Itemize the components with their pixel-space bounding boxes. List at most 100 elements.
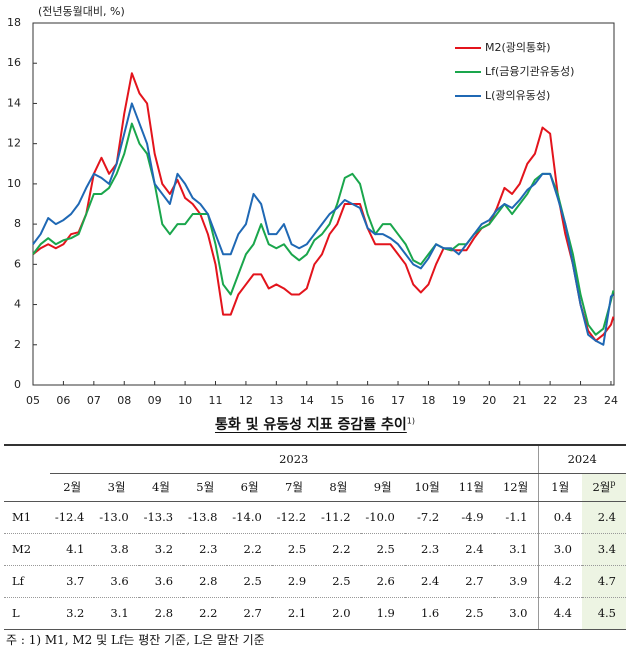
- month-header: 10월: [404, 473, 450, 502]
- table-value: 2.4: [404, 565, 450, 598]
- table-value: -13.0: [94, 501, 139, 534]
- table-value: 2.2: [227, 533, 272, 566]
- month-header: 1월: [537, 473, 582, 502]
- table-value: 3.0: [493, 597, 538, 630]
- table-title: 통화 및 유동성 지표 증감률 추이1): [0, 414, 630, 434]
- month-header: 4월: [138, 473, 184, 502]
- table-value: 4.7: [582, 565, 626, 598]
- table-row: M1 -12.4 -13.0 -13.3 -13.8 -14.0 -12.2 -11.2 -10…: [4, 501, 626, 534]
- row-label: M1: [4, 501, 50, 534]
- y-tick-label: 6: [14, 257, 21, 270]
- month-text: 12월: [502, 480, 529, 494]
- x-tick-label: 08: [117, 394, 131, 407]
- table-value: 1.9: [360, 597, 405, 630]
- x-tick-label: 16: [361, 394, 375, 407]
- x-tick-label: 21: [513, 394, 527, 407]
- legend-label: M2(광의통화): [485, 41, 551, 54]
- series-line: [32, 122, 615, 336]
- table-value: 0.4: [537, 501, 582, 534]
- table-value: -7.2: [404, 501, 450, 534]
- footnote: 주 : 1) M1, M2 및 Lf는 평잔 기준, L은 말잔 기준: [6, 633, 265, 647]
- table-value: 3.4: [582, 533, 626, 566]
- table-value: 2.4: [582, 501, 626, 534]
- table-value: 2.9: [271, 565, 317, 598]
- x-tick-label: 05: [26, 394, 40, 407]
- row-label: M2: [4, 533, 50, 566]
- month-header: 6월: [227, 473, 272, 502]
- x-tick-label: 07: [87, 394, 101, 407]
- table-value: -1.1: [493, 501, 538, 534]
- y-tick-label: 14: [7, 96, 21, 109]
- table-value: 2.8: [183, 565, 228, 598]
- month-header: 5월: [183, 473, 228, 502]
- month-text: 7월: [285, 480, 303, 494]
- prelim-mark: p: [610, 479, 616, 489]
- table-value: 4.4: [537, 597, 582, 630]
- table-value: 4.5: [582, 597, 626, 630]
- month-header: 8월: [316, 473, 361, 502]
- legend-label: Lf(금융기관유동성): [485, 65, 574, 78]
- x-tick-label: 10: [178, 394, 192, 407]
- table-value: 3.8: [94, 533, 139, 566]
- plot-frame: [32, 22, 615, 386]
- row-label: Lf: [4, 565, 50, 598]
- x-tick-label: 15: [330, 394, 344, 407]
- table-value: 1.6: [404, 597, 450, 630]
- month-text: 8월: [329, 480, 348, 494]
- series-line: [32, 102, 615, 346]
- y-tick-label: 8: [14, 217, 21, 230]
- corner-cell: [4, 444, 50, 502]
- y-tick-label: 18: [7, 16, 21, 29]
- table-value: 4.2: [537, 565, 582, 598]
- data-table: 2023 2024 2월 3월 4월 5월 6월 7월 8월 9월 10월 11월 12월 1월 2월p…: [4, 444, 626, 630]
- table-value: 2.4: [449, 533, 494, 566]
- row-label: L: [4, 597, 50, 630]
- y-unit: (전년동월대비, %): [38, 5, 125, 18]
- table-value: -4.9: [449, 501, 494, 534]
- table-value: -13.3: [138, 501, 184, 534]
- year-header: 2024: [537, 444, 626, 474]
- month-text: 9월: [373, 480, 392, 494]
- month-text: 1월: [551, 480, 570, 494]
- table-value: 3.0: [537, 533, 582, 566]
- month-text: 10월: [414, 480, 440, 494]
- month-header: 9월: [360, 473, 405, 502]
- table-value: 2.5: [360, 533, 405, 566]
- x-tick-label: 06: [56, 394, 70, 407]
- table-value: 3.9: [493, 565, 538, 598]
- table-value: -14.0: [227, 501, 272, 534]
- table-title-note: 1): [406, 416, 416, 426]
- year-row: 2023 2024: [4, 444, 626, 502]
- month-row: 2월 3월 4월 5월 6월 7월 8월 9월 10월 11월 12월 1월 2월p: [4, 473, 626, 502]
- table-row: M2 4.1 3.8 3.2 2.3 2.2 2.5 2.2 2.5 2.3 2.4 3.1 3.0 3.…: [4, 533, 626, 566]
- table-value: -10.0: [360, 501, 405, 534]
- month-text: 4월: [151, 480, 170, 494]
- month-text: 2월: [592, 480, 611, 494]
- x-tick-label: 18: [421, 394, 435, 407]
- month-header: 2월p: [582, 473, 626, 502]
- month-header: 12월: [493, 473, 538, 502]
- y-tick-label: 2: [14, 338, 21, 351]
- x-tick-label: 12: [239, 394, 253, 407]
- table-value: 3.1: [493, 533, 538, 566]
- table-value: 3.1: [94, 597, 139, 630]
- table-value: 2.7: [227, 597, 272, 630]
- x-tick-label: 24: [604, 394, 618, 407]
- table-value: 2.3: [183, 533, 228, 566]
- table-value: 2.0: [316, 597, 361, 630]
- month-header: 11월: [449, 473, 494, 502]
- year-header: 2023: [50, 444, 538, 474]
- y-tick-label: 12: [7, 137, 21, 150]
- x-tick-label: 17: [391, 394, 405, 407]
- table-value: 3.2: [138, 533, 184, 566]
- y-tick-label: 0: [14, 378, 21, 391]
- x-tick-label: 11: [209, 394, 223, 407]
- table-row: Lf 3.7 3.6 3.6 2.8 2.5 2.9 2.5 2.6 2.4 2.7 3.9 4.2 4.…: [4, 565, 626, 598]
- series-line: [32, 72, 615, 342]
- table-head: 2023 2024 2월 3월 4월 5월 6월 7월 8월 9월 10월 11월 12월 1월 2월p: [4, 444, 626, 502]
- table-value: -11.2: [316, 501, 361, 534]
- table-value: 4.1: [50, 533, 95, 566]
- table-value: 2.5: [227, 565, 272, 598]
